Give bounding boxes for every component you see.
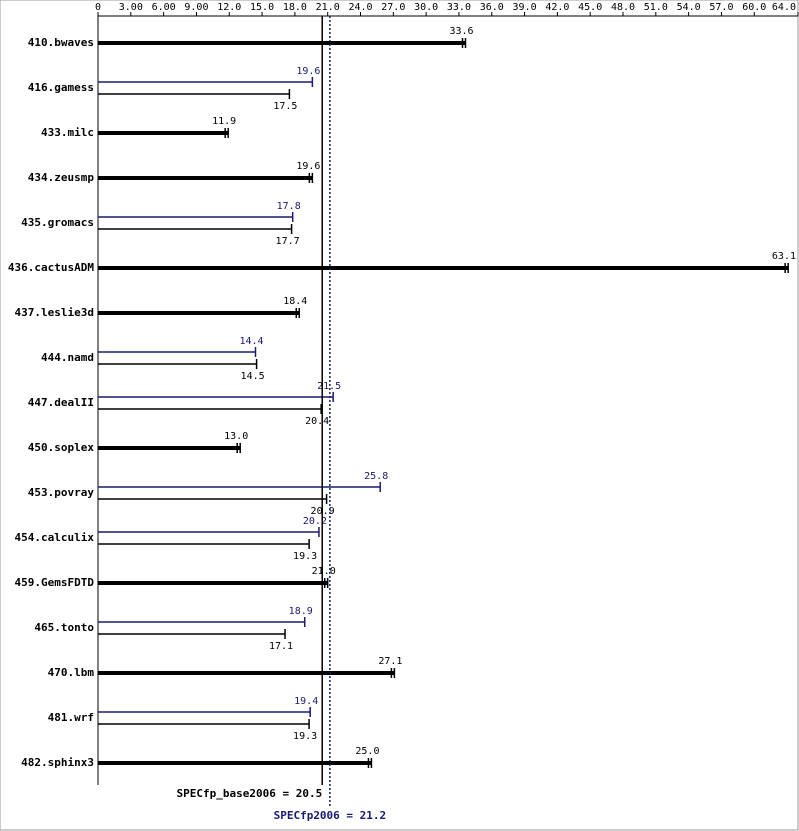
value-label: 17.8 — [277, 201, 301, 212]
value-label: 20.2 — [303, 516, 327, 527]
x-tick-label: 24.0 — [348, 2, 372, 13]
x-tick-label: 6.00 — [152, 2, 176, 13]
category-label cat: 444.namd — [41, 351, 94, 364]
x-tick-label: 45.0 — [578, 2, 602, 13]
x-tick-label: 60.0 — [742, 2, 766, 13]
category-label cat: 470.lbm — [48, 666, 95, 679]
value-label: 21.0 — [312, 566, 336, 577]
category-label cat: 459.GemsFDTD — [15, 576, 95, 589]
category-label cat: 450.soplex — [28, 441, 95, 454]
x-tick-label: 0 — [95, 2, 101, 13]
category-label cat: 453.povray — [28, 486, 95, 499]
x-tick-label: 12.0 — [217, 2, 241, 13]
category-label cat: 482.sphinx3 — [21, 756, 94, 769]
value-label: 18.4 — [283, 296, 307, 307]
value-label: 33.6 — [449, 26, 473, 37]
x-tick-label: 30.0 — [414, 2, 438, 13]
x-tick-label: 3.00 — [119, 2, 143, 13]
x-tick-label: 39.0 — [513, 2, 537, 13]
value-label: 19.3 — [293, 551, 317, 562]
value-label: 13.0 — [224, 431, 248, 442]
x-tick-label: 9.00 — [184, 2, 208, 13]
value-label: 17.5 — [273, 101, 297, 112]
category-label cat: 434.zeusmp — [28, 171, 95, 184]
value-label: 27.1 — [378, 656, 402, 667]
value-label: 19.6 — [296, 66, 320, 77]
x-tick-label: 51.0 — [644, 2, 668, 13]
category-label cat: 410.bwaves — [28, 36, 94, 49]
x-tick-label: 57.0 — [709, 2, 733, 13]
value-label: 17.7 — [276, 236, 300, 247]
value-label: 18.9 — [289, 606, 313, 617]
x-tick-label: 48.0 — [611, 2, 635, 13]
value-label: 20.4 — [305, 416, 329, 427]
category-label cat: 454.calculix — [15, 531, 95, 544]
category-label cat: 433.milc — [41, 126, 94, 139]
x-tick-label: 54.0 — [677, 2, 701, 13]
x-tick-label: 18.0 — [283, 2, 307, 13]
x-tick-label: 64.0 — [772, 2, 796, 13]
x-tick-label: 33.0 — [447, 2, 471, 13]
value-label: 14.5 — [241, 371, 265, 382]
value-label: 19.4 — [294, 696, 318, 707]
category-label cat: 416.gamess — [28, 81, 94, 94]
x-tick-label: 15.0 — [250, 2, 274, 13]
value-label: 19.3 — [293, 731, 317, 742]
category-label cat: 465.tonto — [34, 621, 94, 634]
value-label: 17.1 — [269, 641, 293, 652]
category-label cat: 435.gromacs — [21, 216, 94, 229]
value-label: 11.9 — [212, 116, 236, 127]
x-tick-label: 27.0 — [381, 2, 405, 13]
category-label cat: 447.dealII — [28, 396, 94, 409]
value-label: 25.0 — [355, 746, 379, 757]
value-label: 19.6 — [296, 161, 320, 172]
value-label: 63.1 — [772, 251, 796, 262]
x-tick-label: 36.0 — [480, 2, 504, 13]
category-label cat: 437.leslie3d — [15, 306, 94, 319]
category-label cat: 436.cactusADM — [8, 261, 94, 274]
value-label: 25.8 — [364, 471, 388, 482]
x-tick-label: 42.0 — [545, 2, 569, 13]
reference-label: SPECfp_base2006 = 20.5 — [177, 787, 323, 800]
category-label cat: 481.wrf — [48, 711, 94, 724]
value-label: 21.5 — [317, 381, 341, 392]
value-label: 14.4 — [239, 336, 263, 347]
reference-label: SPECfp2006 = 21.2 — [274, 809, 387, 822]
x-tick-label: 21.0 — [316, 2, 340, 13]
